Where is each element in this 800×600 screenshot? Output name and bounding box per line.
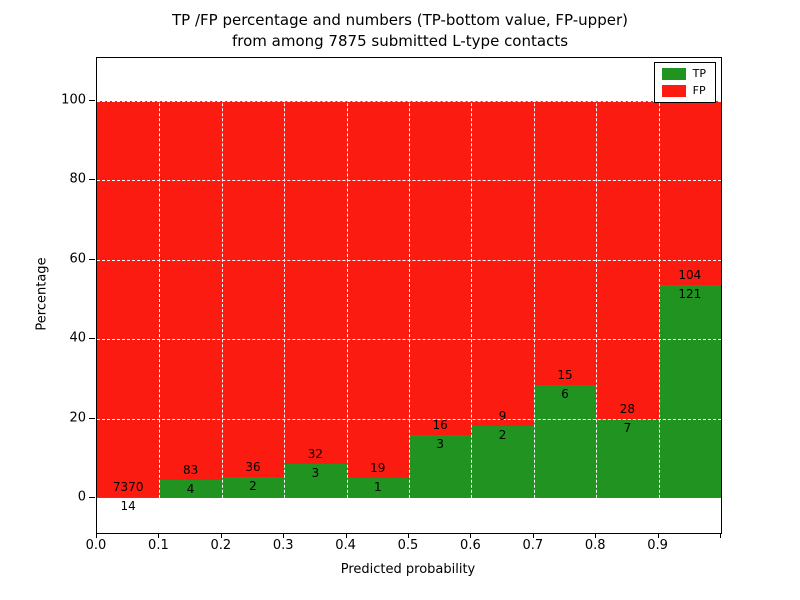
bar-tp-segment — [159, 479, 222, 498]
x-tick-label: 0.8 — [584, 538, 606, 553]
x-tick-mark — [532, 533, 534, 538]
x-tick-label: 0.2 — [210, 538, 232, 553]
fp-count-label: 9 — [498, 408, 507, 423]
y-tick-mark — [89, 258, 95, 260]
x-tick-mark — [220, 533, 222, 538]
fp-count-label: 19 — [370, 461, 386, 476]
legend-swatch-fp — [661, 85, 686, 97]
x-tick-mark — [345, 533, 347, 538]
x-gridline — [346, 58, 348, 533]
fp-count-label: 32 — [307, 446, 324, 461]
bar-tp-segment — [658, 284, 721, 498]
bar-tp-segment — [533, 384, 597, 498]
x-tick-mark — [657, 533, 659, 538]
fp-count-label: 7370 — [112, 480, 144, 495]
bar-fp-segment — [409, 101, 472, 436]
bar-fp-segment — [533, 101, 597, 385]
fp-count-label: 28 — [619, 401, 636, 416]
x-gridline — [533, 58, 535, 533]
y-tick-label: 0 — [77, 489, 86, 505]
bar-fp-segment — [159, 101, 222, 480]
y-tick-mark — [89, 497, 95, 498]
fp-count-label: 15 — [557, 367, 573, 382]
bar-tp-segment — [97, 497, 160, 498]
bar-fp-segment — [221, 101, 285, 478]
bar-tp-segment — [346, 478, 409, 498]
x-gridline — [221, 58, 223, 533]
y-tick-label: 20 — [69, 410, 86, 426]
fp-count-label: 36 — [245, 460, 261, 475]
x-tick-mark — [408, 533, 409, 538]
fp-count-label: 83 — [182, 462, 199, 477]
x-tick-label: 0.3 — [272, 538, 294, 553]
y-axis-label: Percentage — [34, 257, 50, 331]
plot-area: 7370 14 83 4 36 2 32 3 19 1 16 3 9 2 15 6 28 7 104 121 — [96, 57, 722, 534]
bar-fp-segment — [284, 101, 347, 464]
x-tick-mark — [595, 533, 597, 538]
x-gridline — [658, 58, 660, 533]
tp-count-label: 2 — [498, 427, 507, 442]
x-tick-mark — [720, 533, 721, 538]
tp-count-label: 7 — [623, 420, 632, 435]
tp-count-label: 1 — [373, 480, 382, 495]
tp-count-label: 4 — [186, 481, 195, 496]
bar-fp-segment — [97, 101, 160, 498]
fp-count-label: 16 — [432, 418, 448, 433]
x-tick-label: 0.0 — [85, 538, 107, 553]
bar-tp-segment — [471, 425, 534, 498]
legend-swatch-tp — [661, 68, 686, 80]
tp-count-label: 14 — [120, 499, 136, 514]
legend-entry-fp: FP — [661, 84, 706, 97]
bar-fp-segment — [471, 101, 534, 426]
x-tick-label: 0.5 — [397, 538, 419, 553]
tp-count-label: 3 — [311, 465, 320, 480]
y-tick-mark — [89, 417, 95, 419]
x-tick-label: 0.6 — [460, 538, 481, 553]
bar-fp-segment — [346, 101, 409, 479]
x-gridline — [284, 58, 286, 533]
y-tick-mark — [89, 179, 95, 181]
x-tick-label: 0.7 — [522, 538, 544, 553]
x-tick-mark — [283, 533, 285, 538]
x-axis-label: Predicted probability — [340, 562, 476, 577]
bar-tp-segment — [284, 463, 347, 498]
legend: TP FP — [653, 62, 716, 103]
legend-entry-tp: TP — [661, 67, 706, 80]
y-tick-label: 80 — [69, 171, 86, 187]
fp-count-label: 104 — [678, 267, 702, 282]
chart-title-line1: TP /FP percentage and numbers (TP-bottom… — [172, 11, 628, 29]
x-tick-mark — [158, 533, 160, 538]
bar-tp-segment — [221, 477, 285, 498]
x-tick-mark — [470, 533, 472, 538]
x-tick-label: 0.1 — [148, 538, 169, 553]
legend-label-tp: TP — [692, 67, 706, 80]
x-gridline — [159, 58, 161, 533]
x-gridline — [471, 58, 473, 533]
x-tick-label: 0.9 — [647, 538, 668, 553]
legend-label-fp: FP — [692, 84, 706, 97]
tp-count-label: 3 — [436, 437, 445, 452]
x-gridline — [409, 58, 410, 533]
chart-title-line2: from among 7875 submitted L-type contact… — [231, 32, 569, 50]
y-tick-label: 60 — [69, 251, 86, 267]
x-gridline — [596, 58, 598, 533]
y-tick-mark — [89, 100, 95, 101]
bar-tp-segment — [409, 435, 472, 498]
bar-tp-segment — [596, 418, 659, 498]
tp-count-label: 121 — [678, 286, 702, 301]
tp-count-label: 6 — [561, 386, 569, 401]
y-tick-label: 40 — [69, 330, 86, 346]
y-tick-mark — [89, 338, 95, 340]
tp-count-label: 2 — [249, 479, 257, 494]
bar-fp-segment — [658, 101, 721, 285]
x-tick-label: 0.4 — [335, 538, 356, 553]
x-tick-mark — [96, 533, 97, 538]
y-tick-label: 100 — [61, 92, 86, 108]
